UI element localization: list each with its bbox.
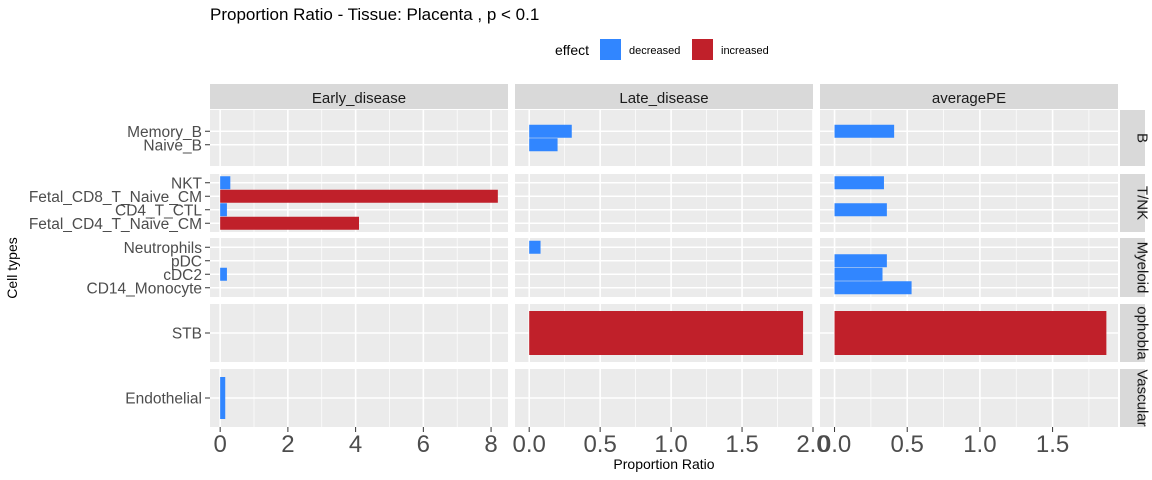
- category-label-fetal-cd8-t-naive-cm: Fetal_CD8_T_Naive_CM: [29, 189, 202, 206]
- category-label-cd4-t-ctl: CD4_T_CTL: [115, 202, 202, 219]
- legend-swatch-decreased: [600, 39, 621, 60]
- strip-averagepe: [820, 84, 1118, 109]
- strip-label-averagepe: averagePE: [932, 90, 1006, 107]
- x-tick-label-late-disease-0: 0.0: [513, 431, 546, 458]
- x-axis-title: Proportion Ratio: [613, 456, 714, 472]
- x-tick-label-early-disease-3: 6: [417, 431, 430, 458]
- legend-swatch-increased: [692, 39, 713, 60]
- x-tick-label-early-disease-0: 0: [213, 431, 226, 458]
- category-label-fetal-cd4-t-naive-cm: Fetal_CD4_T_Naive_CM: [29, 216, 202, 233]
- panel-b-averagepe: [820, 110, 1118, 166]
- x-tick-label-averagepe-0: 0.0: [818, 431, 851, 458]
- panel-b-late-disease: [515, 110, 813, 166]
- bar-early-disease-fetal-cd4-t-naive-cm: [220, 216, 359, 230]
- bar-late-disease-naive-b: [529, 138, 558, 152]
- category-label-memory-b: Memory_B: [127, 124, 202, 141]
- row-strip-trophoblast: [1120, 304, 1145, 362]
- bar-early-disease-fetal-cd8-t-naive-cm: [220, 189, 498, 203]
- bar-early-disease-nkt: [220, 176, 231, 190]
- row-strip-vascular: [1120, 369, 1145, 427]
- strip-label-early-disease: Early_disease: [312, 90, 406, 107]
- y-axis-title: Cell types: [4, 237, 20, 298]
- category-label-naive-b: Naive_B: [143, 137, 202, 154]
- category-label-stb: STB: [172, 326, 202, 343]
- category-label-cdc2: cDC2: [163, 267, 202, 284]
- bar-averagepe-memory-b: [834, 124, 895, 138]
- legend-label-increased: increased: [721, 45, 769, 57]
- category-label-endothelial: Endothelial: [125, 391, 202, 408]
- bar-averagepe-pdc: [834, 254, 887, 268]
- bar-averagepe-cd4-t-ctl: [834, 203, 887, 217]
- category-label-cd14-monocyte: CD14_Monocyte: [87, 280, 202, 297]
- category-label-pdc: pDC: [171, 253, 202, 270]
- bar-late-disease-stb: [529, 311, 804, 355]
- bar-averagepe-cd14-monocyte: [834, 281, 912, 295]
- x-tick-label-averagepe-3: 1.5: [1036, 431, 1069, 458]
- legend-label-decreased: decreased: [629, 45, 680, 57]
- x-tick-label-early-disease-1: 2: [281, 431, 294, 458]
- x-tick-label-late-disease-3: 1.5: [725, 431, 758, 458]
- strip-late-disease: [515, 84, 813, 109]
- row-strip-label-b: B: [1134, 133, 1151, 143]
- bar-averagepe-cdc2: [834, 267, 883, 281]
- bar-averagepe-nkt: [834, 176, 884, 190]
- row-strip-t-nk: [1120, 174, 1145, 232]
- row-strip-label-myeloid: Myeloid: [1134, 242, 1151, 294]
- bar-late-disease-neutrophils: [529, 240, 541, 254]
- row-strip-label-trophoblast: ophobla: [1134, 306, 1151, 360]
- x-tick-label-late-disease-1: 0.5: [583, 431, 616, 458]
- x-tick-label-early-disease-2: 4: [349, 431, 362, 458]
- facet-panels: Early_disease Late_disease averagePE B T/NK M…: [29, 84, 1151, 458]
- bar-early-disease-cd4-t-ctl: [220, 203, 227, 217]
- strip-label-late-disease: Late_disease: [619, 90, 708, 107]
- category-label-neutrophils: Neutrophils: [124, 240, 203, 257]
- legend-title: effect: [555, 42, 589, 58]
- row-strip-label-t-nk: T/NK: [1134, 186, 1151, 220]
- x-tick-label-late-disease-2: 1.0: [654, 431, 687, 458]
- chart-title: Proportion Ratio - Tissue: Placenta , p …: [210, 5, 539, 24]
- legend: effect decreased increased: [555, 39, 769, 60]
- x-tick-label-early-disease-4: 8: [484, 431, 497, 458]
- strip-early-disease: [210, 84, 508, 109]
- x-tick-label-averagepe-1: 0.5: [891, 431, 924, 458]
- row-strip-label-vascular: Vascular: [1134, 369, 1151, 426]
- bar-early-disease-cdc2: [220, 267, 227, 281]
- bar-averagepe-stb: [834, 311, 1107, 355]
- x-tick-label-late-disease-4: 2.0: [796, 431, 829, 458]
- x-tick-label-averagepe-2: 1.0: [963, 431, 996, 458]
- category-label-nkt: NKT: [171, 175, 203, 192]
- row-strip-myeloid: [1120, 238, 1145, 297]
- bar-early-disease-endothelial: [220, 377, 226, 419]
- panel-b-early-disease: [210, 110, 508, 166]
- bar-late-disease-memory-b: [529, 124, 572, 138]
- row-strip-b: [1120, 110, 1145, 166]
